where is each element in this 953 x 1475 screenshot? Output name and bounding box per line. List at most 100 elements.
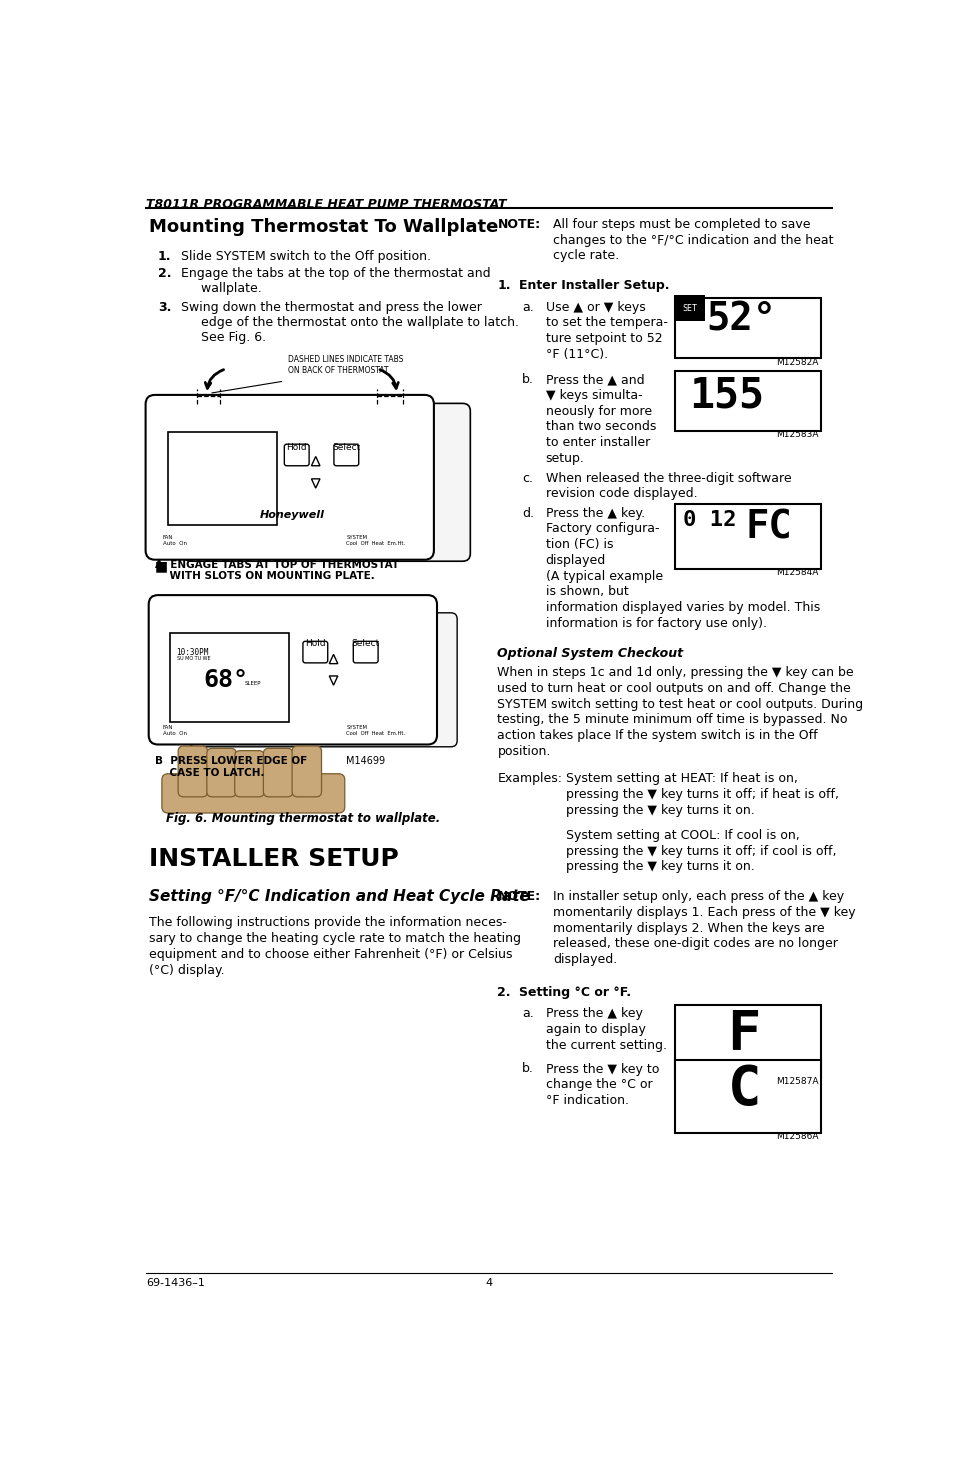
Text: to enter installer: to enter installer	[545, 437, 649, 448]
Text: Hold: Hold	[285, 442, 306, 451]
Text: d.: d.	[521, 506, 534, 519]
Text: the current setting.: the current setting.	[545, 1038, 666, 1052]
Text: sary to change the heating cycle rate to match the heating: sary to change the heating cycle rate to…	[149, 932, 520, 945]
Text: 4: 4	[485, 1279, 492, 1288]
Text: to set the tempera-: to set the tempera-	[545, 316, 667, 329]
Text: again to display: again to display	[545, 1024, 644, 1037]
Text: testing, the 5 minute minimum off time is bypassed. No: testing, the 5 minute minimum off time i…	[497, 714, 847, 726]
Text: 52°: 52°	[706, 301, 776, 339]
Text: When released the three-digit software: When released the three-digit software	[545, 472, 790, 484]
Text: Engage the tabs at the top of the thermostat and
     wallplate.: Engage the tabs at the top of the thermo…	[181, 267, 491, 295]
Text: b.: b.	[521, 373, 534, 386]
FancyBboxPatch shape	[234, 751, 264, 796]
FancyBboxPatch shape	[146, 395, 434, 559]
Text: INSTALLER SETUP: INSTALLER SETUP	[149, 847, 398, 870]
FancyBboxPatch shape	[183, 403, 470, 560]
Text: 3.: 3.	[158, 301, 172, 314]
Text: than two seconds: than two seconds	[545, 420, 656, 434]
Text: a.: a.	[521, 1007, 534, 1021]
Text: Select: Select	[332, 442, 360, 451]
Text: The following instructions provide the information neces-: The following instructions provide the i…	[149, 916, 506, 929]
Text: Select: Select	[352, 639, 379, 648]
Text: When in steps 1c and 1d only, pressing the ▼ key can be: When in steps 1c and 1d only, pressing t…	[497, 665, 853, 678]
FancyBboxPatch shape	[674, 504, 820, 569]
FancyBboxPatch shape	[292, 746, 321, 797]
Text: Factory configura-: Factory configura-	[545, 522, 659, 535]
Text: FC: FC	[744, 507, 791, 546]
Text: In installer setup only, each press of the ▲ key: In installer setup only, each press of t…	[553, 889, 843, 903]
Polygon shape	[329, 655, 337, 664]
Text: Slide SYSTEM switch to the Off position.: Slide SYSTEM switch to the Off position.	[181, 251, 431, 263]
Text: Hold: Hold	[305, 639, 325, 648]
FancyBboxPatch shape	[334, 444, 358, 466]
Text: SLEEP: SLEEP	[245, 681, 261, 686]
Text: 10:30PM: 10:30PM	[176, 648, 209, 658]
Text: °F (11°C).: °F (11°C).	[545, 348, 607, 361]
Text: (A typical example: (A typical example	[545, 569, 662, 583]
FancyBboxPatch shape	[353, 642, 377, 662]
Text: 2.: 2.	[497, 985, 511, 999]
Polygon shape	[311, 479, 319, 488]
FancyBboxPatch shape	[303, 642, 328, 662]
Text: ▼ keys simulta-: ▼ keys simulta-	[545, 389, 641, 401]
Text: b.: b.	[521, 1062, 534, 1075]
Text: neously for more: neously for more	[545, 404, 651, 417]
Text: pressing the ▼ key turns it off; if heat is off,: pressing the ▼ key turns it off; if heat…	[565, 788, 838, 801]
Text: released, these one-digit codes are no longer: released, these one-digit codes are no l…	[553, 938, 838, 950]
Text: B  PRESS LOWER EDGE OF
    CASE TO LATCH.: B PRESS LOWER EDGE OF CASE TO LATCH.	[154, 757, 307, 777]
Text: pressing the ▼ key turns it off; if cool is off,: pressing the ▼ key turns it off; if cool…	[565, 845, 835, 857]
Text: action takes place If the system switch is in the Off: action takes place If the system switch …	[497, 729, 818, 742]
FancyBboxPatch shape	[207, 748, 236, 797]
Text: NOTE:: NOTE:	[497, 889, 540, 903]
Text: Setting °C or °F.: Setting °C or °F.	[518, 985, 631, 999]
Text: changes to the °F/°C indication and the heat: changes to the °F/°C indication and the …	[553, 233, 833, 246]
Text: information is for factory use only).: information is for factory use only).	[545, 617, 765, 630]
Text: ture setpoint to 52: ture setpoint to 52	[545, 332, 661, 345]
FancyBboxPatch shape	[170, 633, 289, 723]
FancyBboxPatch shape	[674, 1061, 820, 1133]
FancyBboxPatch shape	[263, 748, 293, 797]
Text: M12587A: M12587A	[775, 1077, 818, 1086]
FancyBboxPatch shape	[168, 432, 277, 525]
Text: M12584A: M12584A	[775, 568, 818, 577]
Text: SU MO TU WE: SU MO TU WE	[176, 656, 210, 661]
Text: SYSTEM
Cool  Off  Heat  Em.Ht.: SYSTEM Cool Off Heat Em.Ht.	[346, 726, 405, 736]
Text: 1.: 1.	[158, 251, 172, 263]
Text: T8011R PROGRAMMABLE HEAT PUMP THERMOSTAT: T8011R PROGRAMMABLE HEAT PUMP THERMOSTAT	[146, 198, 506, 211]
Text: position.: position.	[497, 745, 550, 758]
Text: FAN
Auto  On: FAN Auto On	[162, 535, 187, 546]
Text: F: F	[727, 1007, 760, 1061]
Text: DASHED LINES INDICATE TABS
ON BACK OF THERMOSTAT: DASHED LINES INDICATE TABS ON BACK OF TH…	[288, 355, 403, 375]
Text: 68°: 68°	[203, 668, 248, 692]
Text: pressing the ▼ key turns it on.: pressing the ▼ key turns it on.	[565, 860, 754, 873]
Text: SET: SET	[681, 304, 697, 313]
Text: System setting at HEAT: If heat is on,: System setting at HEAT: If heat is on,	[565, 773, 797, 785]
FancyBboxPatch shape	[674, 298, 820, 358]
FancyBboxPatch shape	[284, 444, 309, 466]
Text: 155: 155	[688, 375, 763, 416]
FancyBboxPatch shape	[178, 746, 208, 797]
Text: equipment and to choose either Fahrenheit (°F) or Celsius: equipment and to choose either Fahrenhei…	[149, 948, 512, 960]
Text: c.: c.	[521, 472, 533, 484]
Text: All four steps must be completed to save: All four steps must be completed to save	[553, 218, 810, 230]
Text: setup.: setup.	[545, 451, 584, 465]
Text: °F indication.: °F indication.	[545, 1094, 628, 1108]
Text: Press the ▼ key to: Press the ▼ key to	[545, 1062, 659, 1075]
Text: Press the ▲ and: Press the ▲ and	[545, 373, 643, 386]
FancyBboxPatch shape	[162, 774, 344, 813]
Text: pressing the ▼ key turns it on.: pressing the ▼ key turns it on.	[565, 804, 754, 817]
Text: System setting at COOL: If cool is on,: System setting at COOL: If cool is on,	[565, 829, 799, 842]
FancyBboxPatch shape	[189, 612, 456, 746]
Text: Press the ▲ key.: Press the ▲ key.	[545, 506, 644, 519]
Text: Honeywell: Honeywell	[259, 510, 324, 519]
Text: revision code displayed.: revision code displayed.	[545, 487, 697, 500]
Text: Examples:: Examples:	[497, 773, 562, 785]
Text: is shown, but: is shown, but	[545, 586, 628, 599]
Text: Fig. 6. Mounting thermostat to wallplate.: Fig. 6. Mounting thermostat to wallplate…	[166, 813, 439, 825]
Text: change the °C or: change the °C or	[545, 1078, 652, 1092]
Text: cycle rate.: cycle rate.	[553, 249, 618, 263]
Text: ■: ■	[154, 559, 168, 574]
Text: Enter Installer Setup.: Enter Installer Setup.	[518, 279, 669, 292]
Text: (°C) display.: (°C) display.	[149, 963, 224, 976]
Text: information displayed varies by model. This: information displayed varies by model. T…	[545, 602, 819, 614]
